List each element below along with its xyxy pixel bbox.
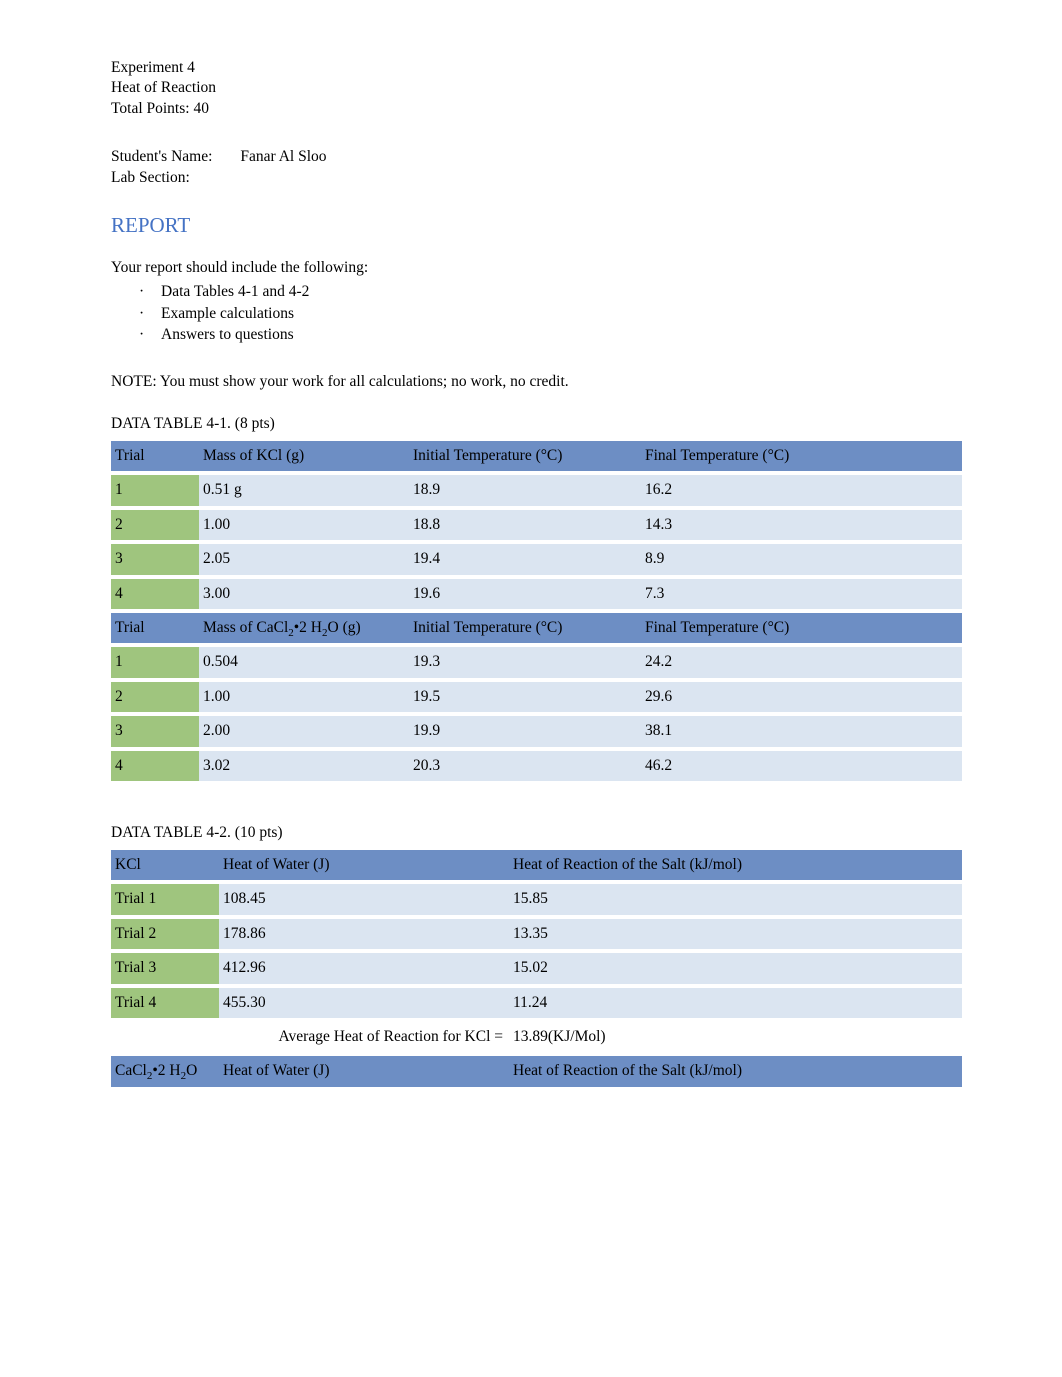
table-header-row: Trial Mass of CaCl2•2 H2O (g) Initial Te… bbox=[111, 613, 962, 643]
data-cell: 19.3 bbox=[409, 647, 641, 677]
data-cell: 19.6 bbox=[409, 579, 641, 609]
lab-section-label: Lab Section: bbox=[111, 168, 190, 188]
data-cell: 0.504 bbox=[199, 647, 409, 677]
data-cell: 18.9 bbox=[409, 475, 641, 505]
data-cell: 3.00 bbox=[199, 579, 409, 609]
col-final-temp: Final Temperature (°C) bbox=[641, 441, 962, 471]
data-cell: 8.9 bbox=[641, 544, 962, 574]
col-mass-cacl2: Mass of CaCl2•2 H2O (g) bbox=[199, 613, 409, 643]
data-cell: 178.86 bbox=[219, 919, 509, 949]
data-cell: 412.96 bbox=[219, 953, 509, 983]
data-cell: 19.9 bbox=[409, 716, 641, 746]
table-row: 10.50419.324.2 bbox=[111, 647, 962, 677]
table-row: Trial 3412.9615.02 bbox=[111, 953, 962, 983]
avg-value: 13.89(KJ/Mol) bbox=[509, 1022, 962, 1052]
data-table-4-1: Trial Mass of KCl (g) Initial Temperatur… bbox=[111, 437, 962, 786]
doc-header: Experiment 4 Heat of Reaction Total Poin… bbox=[111, 58, 962, 119]
table-row: 32.0519.48.9 bbox=[111, 544, 962, 574]
data-cell: 455.30 bbox=[219, 988, 509, 1018]
data-cell: 16.2 bbox=[641, 475, 962, 505]
col-trial: Trial bbox=[111, 441, 199, 471]
table-row: Trial 2178.8613.35 bbox=[111, 919, 962, 949]
data-cell: 1.00 bbox=[199, 682, 409, 712]
table-row: 21.0018.814.3 bbox=[111, 510, 962, 540]
col-kcl: KCl bbox=[111, 850, 219, 880]
table-row: 32.0019.938.1 bbox=[111, 716, 962, 746]
average-row: Average Heat of Reaction for KCl = 13.89… bbox=[111, 1022, 962, 1052]
data-cell: 13.35 bbox=[509, 919, 962, 949]
data-cell: 1.00 bbox=[199, 510, 409, 540]
trial-cell: 1 bbox=[111, 647, 199, 677]
data-cell: 38.1 bbox=[641, 716, 962, 746]
data-cell: 20.3 bbox=[409, 751, 641, 781]
intro-text: Your report should include the following… bbox=[111, 258, 962, 278]
data-cell: 14.3 bbox=[641, 510, 962, 540]
table-row: 43.0019.67.3 bbox=[111, 579, 962, 609]
col-final-temp: Final Temperature (°C) bbox=[641, 613, 962, 643]
table-row: 21.0019.529.6 bbox=[111, 682, 962, 712]
trial-cell: Trial 1 bbox=[111, 884, 219, 914]
table1-caption: DATA TABLE 4-1. (8 pts) bbox=[111, 414, 962, 434]
trial-cell: 2 bbox=[111, 510, 199, 540]
data-table-4-2: KCl Heat of Water (J) Heat of Reaction o… bbox=[111, 846, 962, 1091]
bullet-list: Data Tables 4-1 and 4-2 Example calculat… bbox=[111, 282, 962, 345]
report-heading: REPORT bbox=[111, 212, 962, 240]
table-header-row: Trial Mass of KCl (g) Initial Temperatur… bbox=[111, 441, 962, 471]
col-initial-temp: Initial Temperature (°C) bbox=[409, 441, 641, 471]
data-cell: 3.02 bbox=[199, 751, 409, 781]
data-cell: 18.8 bbox=[409, 510, 641, 540]
trial-cell: 3 bbox=[111, 716, 199, 746]
data-cell: 29.6 bbox=[641, 682, 962, 712]
table-row: 43.0220.346.2 bbox=[111, 751, 962, 781]
data-cell: 24.2 bbox=[641, 647, 962, 677]
data-cell: 2.05 bbox=[199, 544, 409, 574]
header-line-3: Total Points: 40 bbox=[111, 99, 962, 119]
data-cell: 108.45 bbox=[219, 884, 509, 914]
table2-caption: DATA TABLE 4-2. (10 pts) bbox=[111, 823, 962, 843]
data-cell: 15.02 bbox=[509, 953, 962, 983]
student-info: Student's Name: Fanar Al Sloo Lab Sectio… bbox=[111, 147, 962, 188]
trial-cell: 2 bbox=[111, 682, 199, 712]
avg-label: Average Heat of Reaction for KCl = bbox=[219, 1022, 509, 1052]
table-header-row: CaCl2•2 H2O Heat of Water (J) Heat of Re… bbox=[111, 1056, 962, 1086]
table-row: Trial 1108.4515.85 bbox=[111, 884, 962, 914]
trial-cell: 1 bbox=[111, 475, 199, 505]
trial-cell: 4 bbox=[111, 579, 199, 609]
data-cell: 19.4 bbox=[409, 544, 641, 574]
data-cell: 2.00 bbox=[199, 716, 409, 746]
trial-cell: Trial 3 bbox=[111, 953, 219, 983]
col-mass-kcl: Mass of KCl (g) bbox=[199, 441, 409, 471]
header-line-1: Experiment 4 bbox=[111, 58, 962, 78]
student-name-value: Fanar Al Sloo bbox=[240, 147, 326, 167]
col-heat-water: Heat of Water (J) bbox=[219, 850, 509, 880]
trial-cell: 3 bbox=[111, 544, 199, 574]
col-heat-reaction: Heat of Reaction of the Salt (kJ/mol) bbox=[509, 850, 962, 880]
col-cacl2: CaCl2•2 H2O bbox=[111, 1056, 219, 1086]
bullet-item: Example calculations bbox=[161, 304, 962, 324]
data-cell: 19.5 bbox=[409, 682, 641, 712]
table-row: 10.51 g18.916.2 bbox=[111, 475, 962, 505]
data-cell: 15.85 bbox=[509, 884, 962, 914]
trial-cell: 4 bbox=[111, 751, 199, 781]
data-cell: 0.51 g bbox=[199, 475, 409, 505]
table-header-row: KCl Heat of Water (J) Heat of Reaction o… bbox=[111, 850, 962, 880]
student-name-label: Student's Name: bbox=[111, 147, 212, 167]
table-row: Trial 4455.3011.24 bbox=[111, 988, 962, 1018]
data-cell: 7.3 bbox=[641, 579, 962, 609]
trial-cell: Trial 4 bbox=[111, 988, 219, 1018]
bullet-item: Answers to questions bbox=[161, 325, 962, 345]
bullet-item: Data Tables 4-1 and 4-2 bbox=[161, 282, 962, 302]
data-cell: 46.2 bbox=[641, 751, 962, 781]
header-line-2: Heat of Reaction bbox=[111, 78, 962, 98]
note-text: NOTE: You must show your work for all ca… bbox=[111, 372, 962, 392]
col-initial-temp: Initial Temperature (°C) bbox=[409, 613, 641, 643]
data-cell: 11.24 bbox=[509, 988, 962, 1018]
col-heat-water: Heat of Water (J) bbox=[219, 1056, 509, 1086]
trial-cell: Trial 2 bbox=[111, 919, 219, 949]
col-trial: Trial bbox=[111, 613, 199, 643]
col-heat-reaction: Heat of Reaction of the Salt (kJ/mol) bbox=[509, 1056, 962, 1086]
